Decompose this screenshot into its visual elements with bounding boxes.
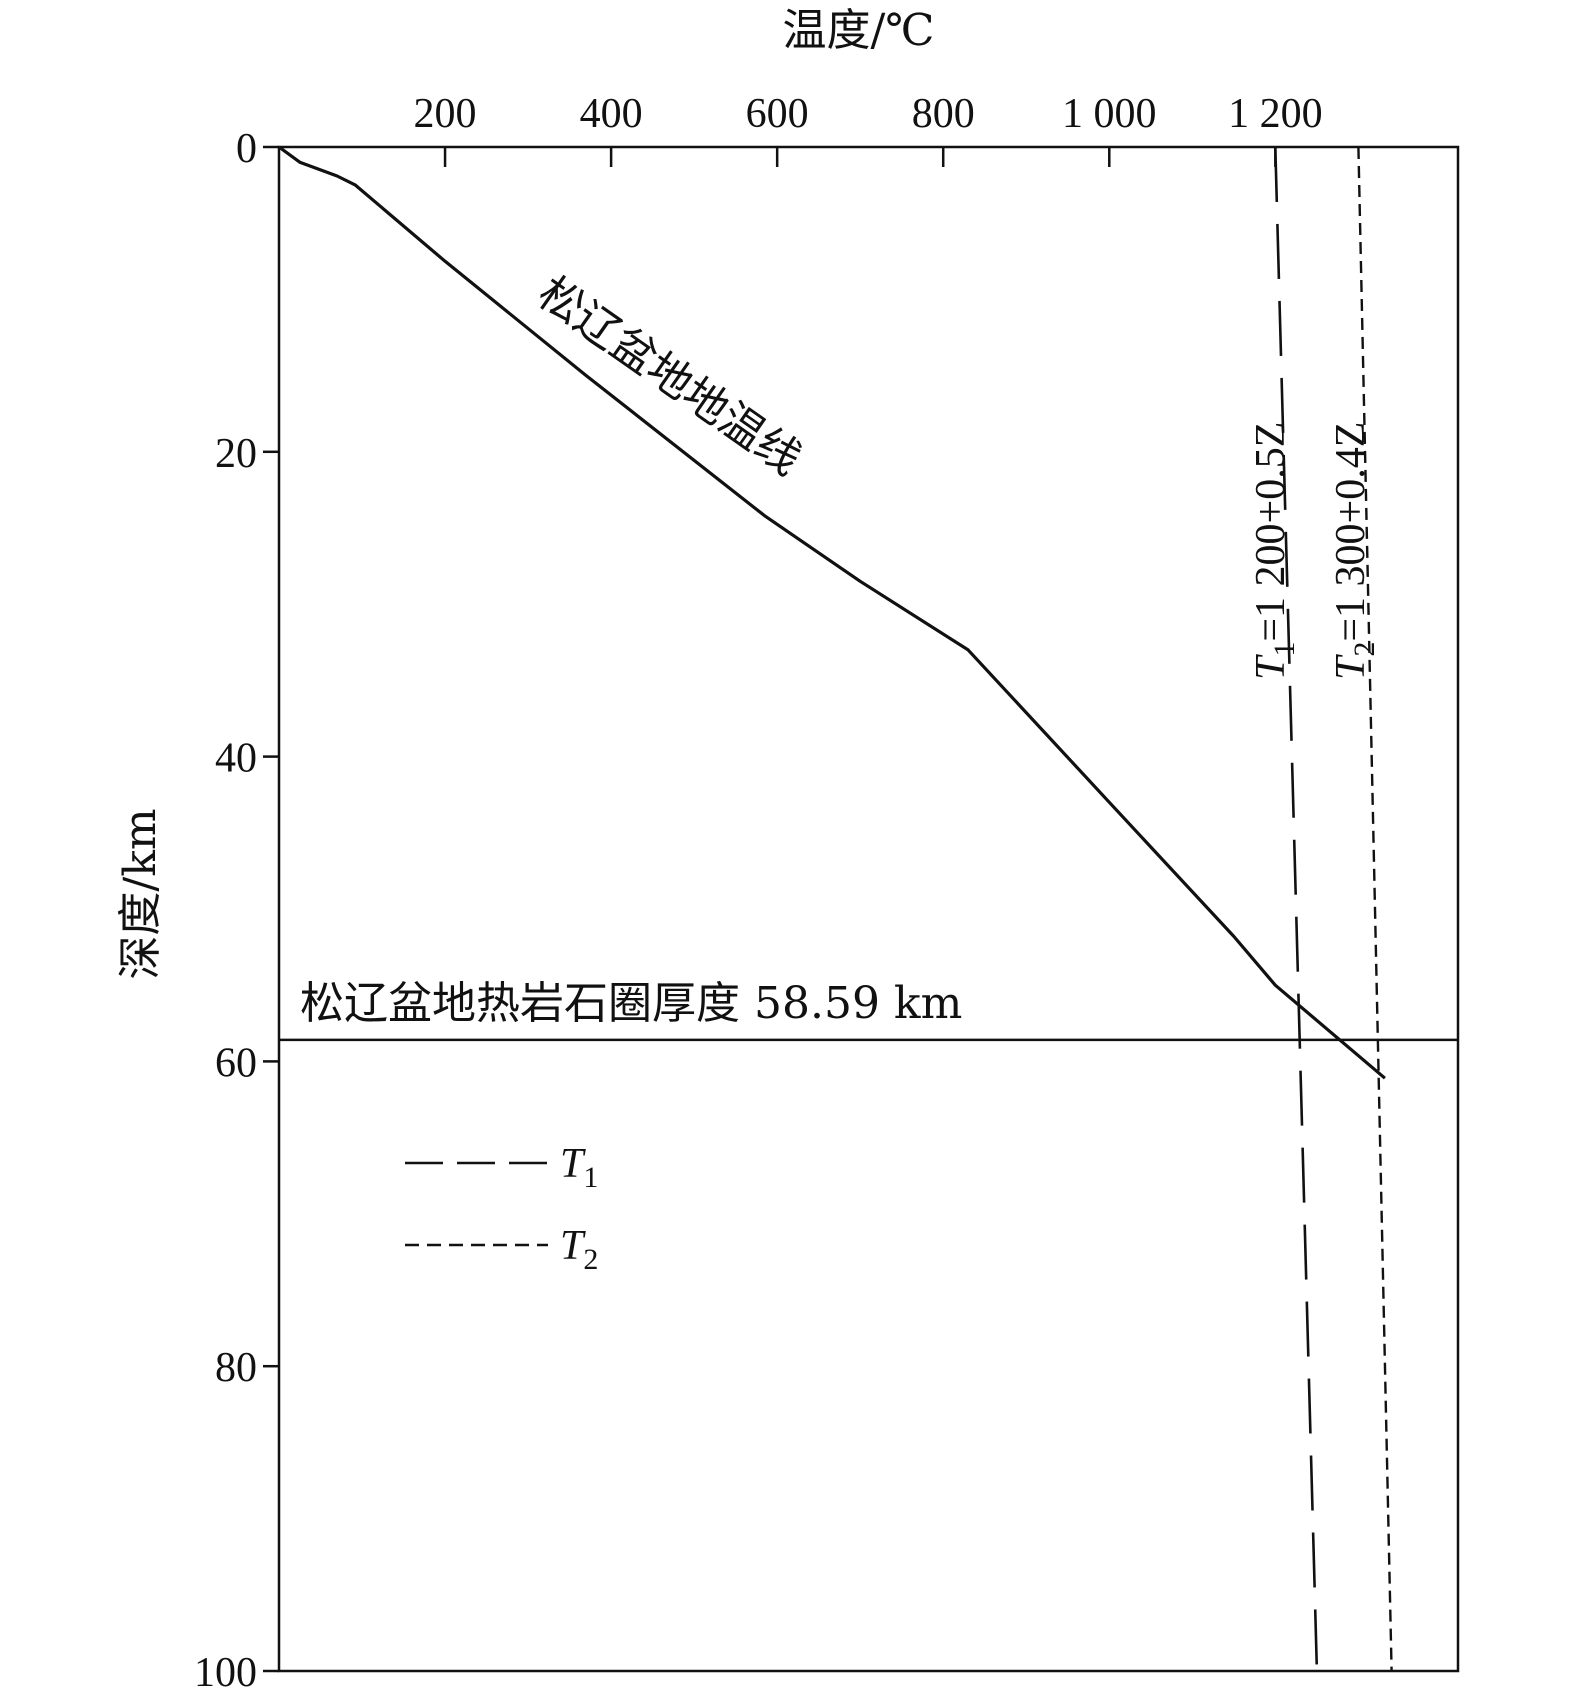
y-axis: 0 20 40 60 80 100 深度/km [115,126,279,1696]
formula-rest: =1 300+0.4Z [1328,422,1374,642]
x-axis: 200 400 600 800 1 000 1 200 温度/℃ [414,5,1323,167]
formula-label-T1: T1=1 200+0.5Z [1248,422,1301,680]
legend-sub: 2 [583,1243,598,1276]
x-tick-label: 1 000 [1062,91,1157,137]
y-tick-label: 100 [194,1650,257,1696]
series-line-T1 [1274,146,1319,1672]
legend-var: T [560,1223,586,1269]
formula-sub: 1 [1268,642,1301,657]
legend-label-T2: T2 [560,1223,598,1276]
formula-sub: 2 [1348,642,1381,657]
y-tick-label: 20 [215,431,257,477]
series-line-T2 [1357,146,1393,1672]
x-tick-label: 200 [414,91,477,137]
formula-var: T [1248,654,1294,680]
formula-rest: =1 200+0.5Z [1248,422,1294,642]
x-axis-title: 温度/℃ [782,5,934,56]
x-tick-label: 400 [580,91,643,137]
geotherm-label: 松辽盆地地温线 [529,267,811,485]
x-tick-label: 800 [912,91,975,137]
lithosphere-thickness-label: 松辽盆地热岩石圈厚度 58.59 km [300,978,962,1029]
y-tick-label: 0 [236,126,257,172]
x-tick-label: 1 200 [1228,91,1323,137]
plot-frame [277,145,1460,1673]
series-layer [278,145,1393,1672]
y-axis-title: 深度/km [115,808,166,979]
y-tick-label: 60 [215,1040,257,1086]
y-tick-label: 80 [215,1345,257,1391]
formula-label-T2: T2=1 300+0.4Z [1328,422,1381,680]
plot-border [277,145,1460,1673]
series-line-松辽盆地地温线 [278,145,1386,1080]
legend-label-T1: T1 [560,1141,598,1194]
legend-sub: 1 [583,1161,598,1194]
x-tick-label: 600 [746,91,809,137]
legend-var: T [560,1141,586,1187]
formula-var: T [1328,654,1374,680]
y-tick-label: 40 [215,736,257,782]
